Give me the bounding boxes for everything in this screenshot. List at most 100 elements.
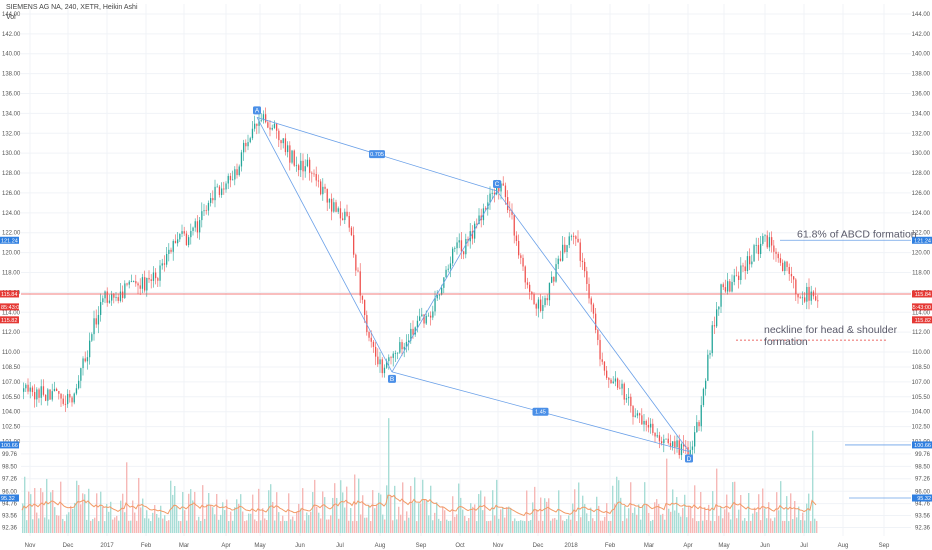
volume-bar bbox=[668, 508, 670, 534]
volume-bar bbox=[696, 521, 698, 534]
candle-body bbox=[199, 220, 201, 233]
volume-bar bbox=[530, 520, 532, 534]
candle-body bbox=[718, 306, 720, 310]
candle-body bbox=[656, 435, 658, 437]
volume-bar bbox=[204, 518, 206, 534]
volume-bar bbox=[42, 492, 44, 534]
candle-body bbox=[56, 388, 58, 392]
candle-body bbox=[207, 202, 210, 211]
volume-bar bbox=[188, 493, 190, 534]
candle-body bbox=[60, 393, 62, 399]
volume-bar bbox=[156, 513, 158, 534]
volume-bar bbox=[640, 519, 642, 534]
candle-body bbox=[117, 297, 119, 301]
volume-bar bbox=[322, 491, 324, 534]
volume-bar bbox=[362, 495, 364, 534]
price-tag-right-text: 100.66 bbox=[914, 443, 931, 449]
candle-body bbox=[537, 299, 540, 309]
y-tick-label-left: 144.00 bbox=[2, 12, 21, 18]
volume-bar bbox=[630, 482, 632, 534]
y-tick-label-right: 96.00 bbox=[915, 489, 931, 495]
candle-body bbox=[553, 276, 555, 282]
abcd-point-marker bbox=[253, 106, 261, 115]
volume-bar bbox=[134, 512, 136, 534]
volume-bar bbox=[152, 512, 154, 534]
volume-bar bbox=[676, 497, 678, 534]
volume-bar bbox=[220, 514, 222, 534]
volume-bar bbox=[208, 492, 210, 534]
candle-body bbox=[815, 296, 817, 301]
candle-body bbox=[729, 281, 731, 292]
candle-body bbox=[581, 260, 584, 262]
volume-bar bbox=[326, 519, 328, 534]
candle-body bbox=[817, 300, 819, 302]
volume-bar bbox=[522, 520, 524, 534]
candle-body bbox=[359, 271, 361, 296]
candle-body bbox=[621, 383, 623, 389]
candle-body bbox=[401, 342, 403, 350]
candle-body bbox=[586, 271, 588, 284]
candle-body bbox=[403, 346, 405, 350]
candle-body bbox=[432, 311, 434, 318]
candle-body bbox=[647, 424, 650, 428]
y-tick-label-right: 126.00 bbox=[912, 191, 931, 197]
volume-bar bbox=[460, 497, 462, 534]
candle-body bbox=[674, 441, 676, 448]
volume-bar bbox=[54, 507, 56, 534]
candle-body bbox=[456, 242, 458, 249]
volume-bar bbox=[756, 512, 758, 534]
candle-body bbox=[579, 242, 581, 261]
candle-body bbox=[804, 297, 806, 302]
x-tick-label: Dec bbox=[63, 543, 74, 549]
ratio-label: 1.45 bbox=[535, 410, 546, 416]
volume-bar bbox=[434, 512, 436, 534]
candle-body bbox=[751, 261, 753, 265]
x-tick-label: Oct bbox=[455, 543, 465, 549]
volume-bar bbox=[744, 518, 746, 534]
volume-bar bbox=[562, 520, 564, 534]
candle-body bbox=[350, 227, 353, 236]
candle-body bbox=[320, 181, 322, 195]
y-tick-label-left: 136.00 bbox=[2, 91, 21, 97]
volume-bar bbox=[202, 485, 204, 534]
candle-body bbox=[344, 211, 346, 221]
volume-bar bbox=[812, 430, 814, 534]
candle-body bbox=[234, 169, 236, 180]
candle-body bbox=[564, 244, 566, 252]
volume-bar bbox=[196, 520, 198, 534]
candle-body bbox=[777, 253, 779, 259]
candle-body bbox=[188, 237, 190, 246]
y-tick-label-right: 112.00 bbox=[912, 330, 931, 336]
volume-bar bbox=[442, 506, 444, 534]
candle-body bbox=[357, 270, 359, 272]
candle-body bbox=[313, 173, 315, 175]
candle-body bbox=[309, 159, 311, 173]
volume-bar bbox=[370, 521, 372, 534]
candle-body bbox=[348, 216, 350, 228]
candle-body bbox=[91, 334, 93, 341]
candle-body bbox=[669, 443, 672, 447]
candle-body bbox=[757, 244, 760, 255]
volume-bar bbox=[398, 506, 400, 534]
volume-bar bbox=[200, 520, 202, 534]
candle-body bbox=[300, 160, 302, 171]
candle-body bbox=[412, 328, 414, 335]
price-tag-left bbox=[0, 303, 19, 311]
x-tick-label: Sep bbox=[879, 543, 890, 549]
candle-body bbox=[555, 264, 557, 282]
volume-bar bbox=[432, 520, 434, 534]
y-tick-label-right: 102.50 bbox=[912, 425, 931, 431]
volume-bar bbox=[190, 489, 192, 534]
candle-body bbox=[397, 352, 399, 354]
volume-bar bbox=[660, 514, 662, 534]
y-tick-label-right: 110.00 bbox=[912, 350, 931, 356]
candle-body bbox=[691, 446, 694, 450]
candle-body bbox=[548, 282, 551, 301]
y-tick-label-left: 114.00 bbox=[2, 310, 21, 316]
y-axis-right: 144.00 142.00 140.00 138.00 136.00 134.00 132.… bbox=[910, 12, 932, 531]
volume-bar bbox=[414, 477, 416, 534]
annotation-neckline-text-line1: neckline for head & shoulder bbox=[764, 324, 898, 336]
volume-bar bbox=[298, 503, 300, 534]
candle-body bbox=[335, 202, 337, 212]
